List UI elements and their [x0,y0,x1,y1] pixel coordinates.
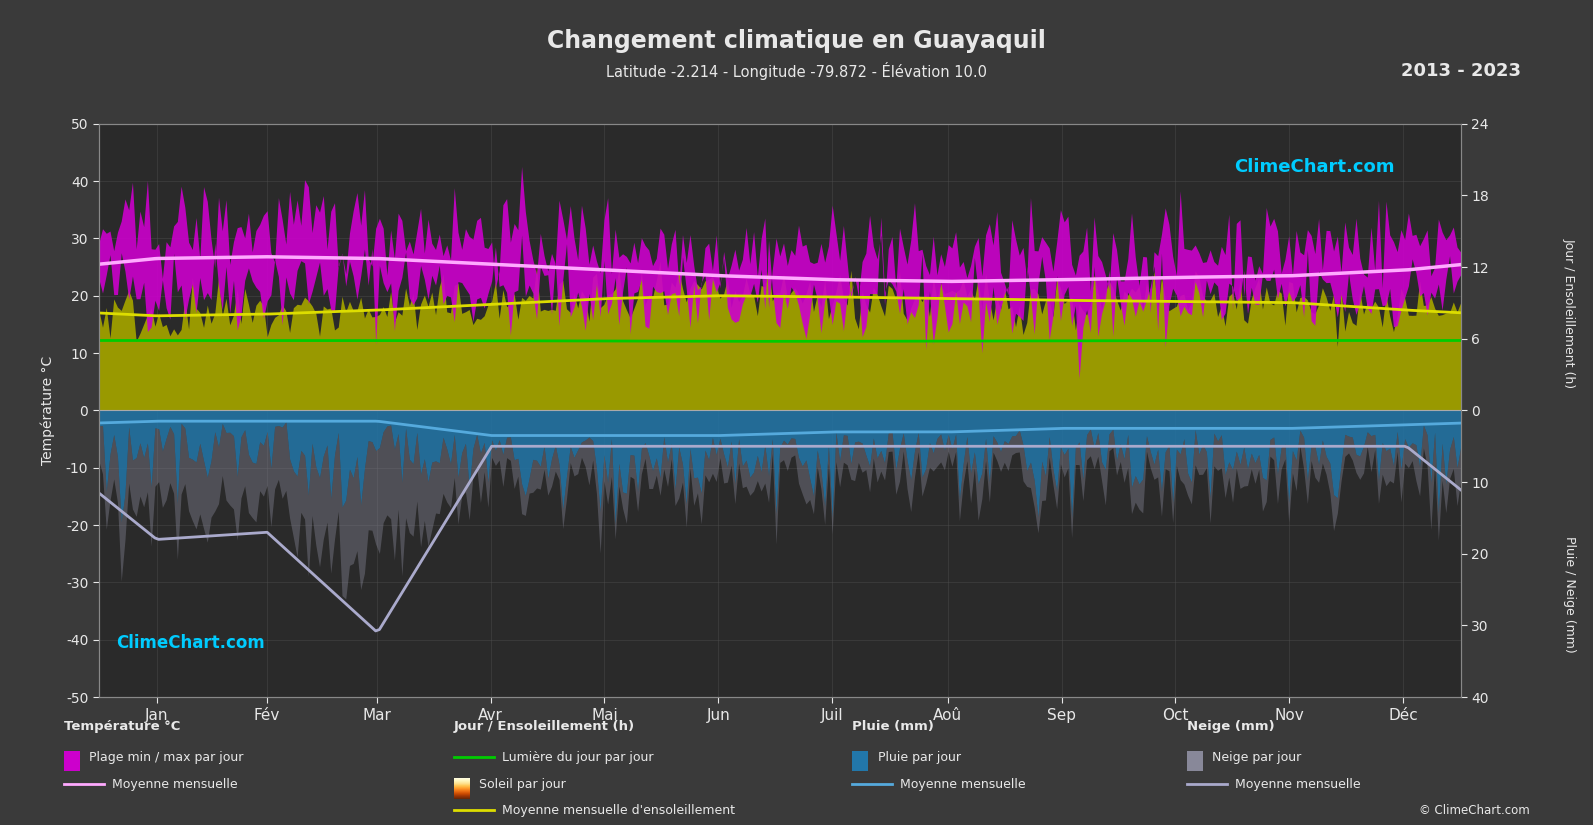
Text: Changement climatique en Guayaquil: Changement climatique en Guayaquil [546,29,1047,53]
Text: Neige (mm): Neige (mm) [1187,720,1274,733]
Text: Jour / Ensoleillement (h): Jour / Ensoleillement (h) [1563,238,1575,389]
Text: Température °C: Température °C [64,720,180,733]
Text: Neige par jour: Neige par jour [1212,751,1301,764]
Text: ClimeChart.com: ClimeChart.com [116,634,264,652]
Text: Pluie par jour: Pluie par jour [878,751,961,764]
Y-axis label: Température °C: Température °C [40,356,54,465]
Text: Pluie (mm): Pluie (mm) [852,720,933,733]
Text: © ClimeChart.com: © ClimeChart.com [1418,804,1529,818]
Text: Moyenne mensuelle: Moyenne mensuelle [112,778,237,791]
Text: 2013 - 2023: 2013 - 2023 [1402,62,1521,80]
Text: Soleil par jour: Soleil par jour [479,778,566,791]
Text: Lumière du jour par jour: Lumière du jour par jour [502,751,653,764]
Text: Pluie / Neige (mm): Pluie / Neige (mm) [1563,535,1575,653]
Text: Jour / Ensoleillement (h): Jour / Ensoleillement (h) [454,720,636,733]
Text: Moyenne mensuelle: Moyenne mensuelle [900,778,1026,791]
Text: Plage min / max par jour: Plage min / max par jour [89,751,244,764]
Text: Latitude -2.214 - Longitude -79.872 - Élévation 10.0: Latitude -2.214 - Longitude -79.872 - Él… [605,62,988,80]
Text: Moyenne mensuelle: Moyenne mensuelle [1235,778,1360,791]
Text: Moyenne mensuelle d'ensoleillement: Moyenne mensuelle d'ensoleillement [502,804,734,818]
Text: ClimeChart.com: ClimeChart.com [1233,158,1394,177]
